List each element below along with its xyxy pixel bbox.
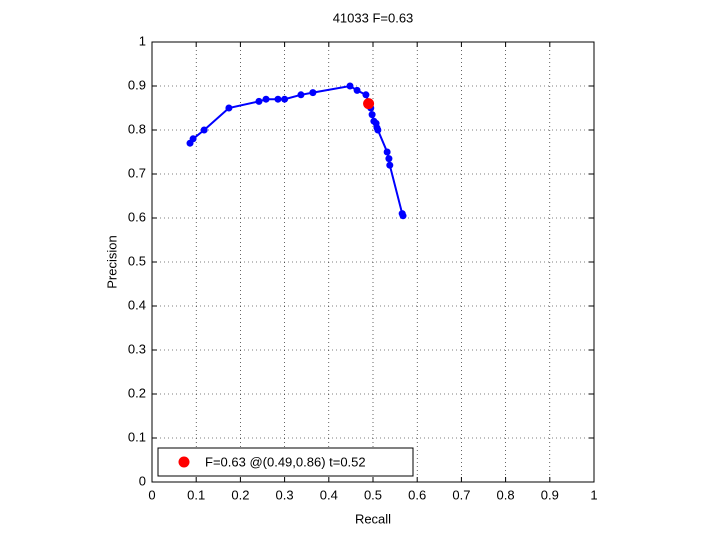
legend-label: F=0.63 @(0.49,0.86) t=0.52 [205,454,366,469]
y-axis-label: Precision [104,235,119,288]
point [274,95,282,103]
axes-box [151,41,595,483]
y-tick-label: 0.5 [128,253,146,268]
point [383,148,391,156]
point [309,89,317,97]
x-tick-label: 0.2 [231,487,249,502]
point [200,126,208,134]
x-tick-label: 0.3 [276,487,294,502]
point [346,82,354,90]
y-tick-label: 0 [139,473,146,488]
y-tick-label: 0.4 [128,297,146,312]
x-tick-label: 0.1 [187,487,205,502]
y-tick-label: 0.3 [128,341,146,356]
y-tick-label: 0.9 [128,77,146,92]
point [353,86,361,94]
point [368,111,376,119]
x-tick-label: 0 [148,487,155,502]
legend: F=0.63 @(0.49,0.86) t=0.52 [157,447,414,477]
chart-title: 41033 F=0.63 [333,10,414,25]
point [297,91,305,99]
y-tick-label: 0.1 [128,429,146,444]
y-tick-label: 0.8 [128,121,146,136]
point [363,98,375,110]
point [385,155,393,163]
y-tick-label: 0.6 [128,209,146,224]
x-tick-label: 1 [590,487,597,502]
x-tick-label: 0.9 [541,487,559,502]
legend-box [157,447,414,477]
x-tick-label: 0.7 [452,487,470,502]
x-axis-label: Recall [355,511,391,526]
x-tick-label: 0.6 [408,487,426,502]
y-tick-label: 0.2 [128,385,146,400]
x-tick-label: 0.4 [320,487,338,502]
point [262,95,270,103]
point [189,135,197,143]
point [362,91,370,99]
legend-marker [178,456,190,468]
point [255,97,263,105]
point [281,95,289,103]
point [386,161,394,169]
y-tick-label: 0.7 [128,165,146,180]
x-tick-label: 0.8 [497,487,515,502]
point [374,126,382,134]
y-tick-label: 1 [139,33,146,48]
x-tick-label: 0.5 [364,487,382,502]
point [225,104,233,112]
point [399,212,407,220]
